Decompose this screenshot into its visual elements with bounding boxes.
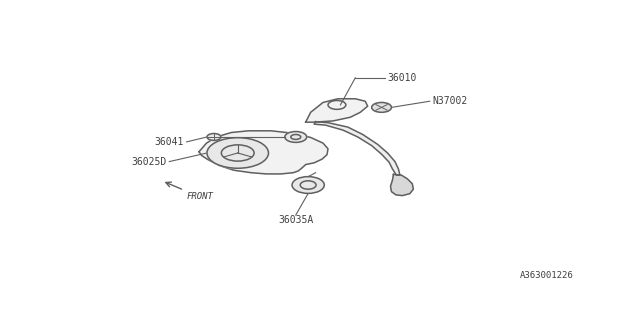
Text: 36025D: 36025D: [132, 156, 167, 167]
Circle shape: [285, 132, 307, 142]
Polygon shape: [390, 174, 413, 196]
Polygon shape: [314, 122, 400, 175]
Circle shape: [372, 102, 392, 112]
Text: 36041: 36041: [155, 137, 184, 147]
Text: FRONT: FRONT: [187, 192, 214, 201]
Text: 36010: 36010: [388, 73, 417, 83]
Polygon shape: [306, 99, 367, 122]
Polygon shape: [199, 131, 328, 174]
Text: A363001226: A363001226: [520, 271, 573, 280]
Circle shape: [207, 138, 269, 168]
Circle shape: [207, 133, 221, 140]
Ellipse shape: [292, 177, 324, 193]
Text: 36035A: 36035A: [278, 214, 314, 225]
Text: N37002: N37002: [432, 96, 467, 106]
